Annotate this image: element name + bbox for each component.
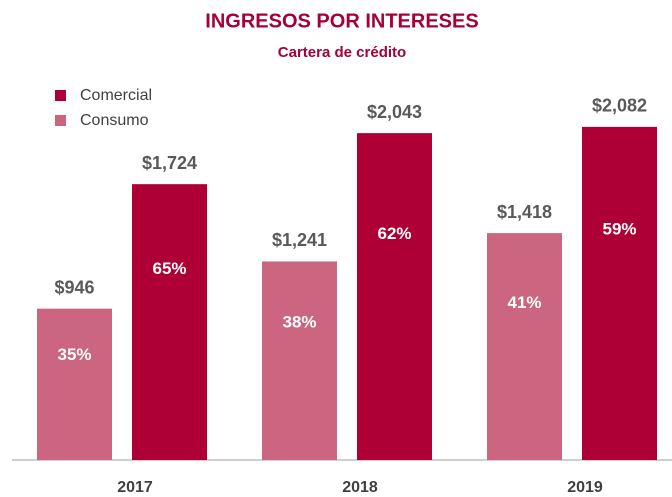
value-label: $946 [54, 277, 94, 297]
legend-label: Comercial [80, 87, 152, 104]
share-label: 38% [282, 312, 316, 331]
value-label: $1,241 [272, 230, 327, 250]
share-label: 59% [602, 220, 636, 239]
bar [262, 261, 337, 460]
value-label: $2,082 [592, 96, 647, 116]
bar [487, 233, 562, 460]
bar [132, 184, 207, 460]
bar [357, 133, 432, 460]
legend-swatch [55, 115, 66, 126]
bar [37, 308, 112, 460]
share-label: 35% [57, 345, 91, 364]
chart-subtitle: Cartera de crédito [278, 44, 406, 61]
x-tick-label: 2017 [117, 479, 153, 496]
x-tick-label: 2018 [342, 479, 378, 496]
chart-title: INGRESOS POR INTERESES [205, 10, 478, 32]
legend-label: Consumo [80, 112, 149, 129]
share-label: 41% [507, 293, 541, 312]
share-label: 65% [152, 259, 186, 278]
share-label: 62% [377, 224, 411, 243]
value-label: $1,418 [497, 202, 552, 222]
x-tick-label: 2019 [567, 479, 603, 496]
legend-swatch [55, 90, 66, 101]
value-label: $1,724 [142, 153, 197, 173]
bar [582, 126, 657, 460]
value-label: $2,043 [367, 102, 422, 122]
